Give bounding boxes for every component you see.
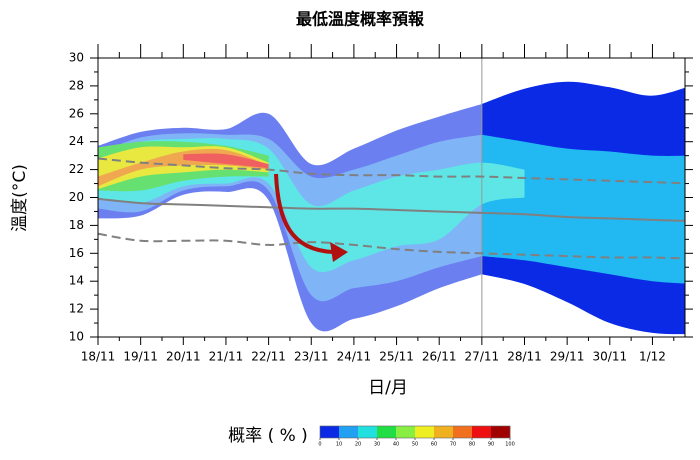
colorbar-tick-label: 20 [355, 442, 361, 448]
probability-band [481, 134, 685, 284]
x-tick-label: 23/11 [294, 350, 329, 364]
x-tick-label: 28/11 [507, 350, 542, 364]
y-tick-label: 20 [69, 190, 84, 204]
y-tick-label: 22 [69, 162, 84, 176]
y-tick-label: 18 [69, 218, 84, 232]
x-axis-title: 日/月 [368, 378, 408, 398]
y-tick-label: 16 [69, 246, 84, 260]
colorbar-swatch [434, 426, 454, 438]
colorbar-tick-label: 40 [393, 442, 399, 448]
colorbar-tick-label: 30 [374, 442, 380, 448]
colorbar-tick-label: 100 [505, 442, 515, 448]
colorbar-swatch [358, 426, 378, 438]
trend-arrow [274, 173, 334, 254]
colorbar-tick-label: 60 [431, 442, 437, 448]
percentile-line [98, 232, 685, 260]
colorbar-tick-label: 90 [488, 442, 494, 448]
colorbar-swatch [377, 426, 397, 438]
colorbar-tick-label: 50 [412, 442, 418, 448]
x-tick-label: 1/12 [639, 350, 666, 364]
chart-title: 最低溫度概率預報 [296, 10, 425, 29]
trend-arrow-head [330, 242, 348, 262]
colorbar-swatch [453, 426, 473, 438]
x-tick-label: 30/11 [593, 350, 628, 364]
percentile-line [98, 197, 685, 222]
y-axis-title: 溫度(°C) [10, 164, 30, 232]
y-tick-label: 24 [69, 134, 84, 148]
colorbar-tick-label: 80 [469, 442, 475, 448]
x-tick-label: 18/11 [81, 350, 116, 364]
percentile-line [98, 157, 685, 185]
x-tick-label: 20/11 [166, 350, 201, 364]
x-tick-label: 26/11 [422, 350, 457, 364]
colorbar-tick-label: 10 [336, 442, 342, 448]
x-tick-label: 19/11 [123, 350, 158, 364]
colorbar-swatch [339, 426, 359, 438]
y-tick-label: 14 [69, 274, 84, 288]
colorbar-swatch [491, 426, 511, 438]
colorbar-tick-label: 0 [318, 442, 321, 448]
colorbar-swatch [472, 426, 492, 438]
colorbar-swatch [320, 426, 340, 438]
x-tick-label: 27/11 [465, 350, 500, 364]
x-tick-label: 21/11 [209, 350, 244, 364]
x-tick-label: 24/11 [337, 350, 372, 364]
plot-area [98, 58, 685, 337]
x-tick-label: 25/11 [379, 350, 414, 364]
x-tick-label: 29/11 [550, 350, 585, 364]
y-tick-label: 26 [69, 106, 84, 120]
colorbar-swatch [396, 426, 416, 438]
axes: 10 12 14 16 18 20 22 24 26 28 30 18/11 19/11 20/11 21/… [69, 44, 693, 364]
colorbar-swatch [415, 426, 435, 438]
y-tick-label: 10 [69, 330, 84, 344]
y-tick-label: 30 [69, 51, 84, 65]
x-tick-label: 22/11 [251, 350, 286, 364]
y-tick-label: 12 [69, 302, 84, 316]
colorbar-tick-label: 70 [450, 442, 456, 448]
colorbar-title: 概率 ( % ) [228, 426, 308, 446]
y-tick-label: 28 [69, 78, 84, 92]
probability-band [183, 153, 269, 169]
